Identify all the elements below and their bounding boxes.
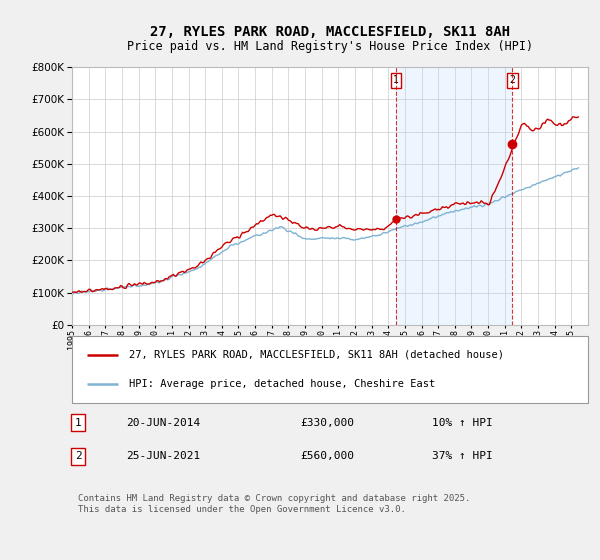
FancyBboxPatch shape [72, 336, 588, 403]
Text: 10% ↑ HPI: 10% ↑ HPI [432, 418, 493, 428]
Text: 2: 2 [74, 451, 82, 461]
Text: £560,000: £560,000 [300, 451, 354, 461]
Bar [396, 67, 512, 325]
Text: HPI: Average price, detached house, Cheshire East: HPI: Average price, detached house, Ches… [129, 379, 435, 389]
Text: 20-JUN-2014: 20-JUN-2014 [126, 418, 200, 428]
Text: 37% ↑ HPI: 37% ↑ HPI [432, 451, 493, 461]
Text: 25-JUN-2021: 25-JUN-2021 [126, 451, 200, 461]
Text: 27, RYLES PARK ROAD, MACCLESFIELD, SK11 8AH: 27, RYLES PARK ROAD, MACCLESFIELD, SK11 … [150, 25, 510, 39]
Text: 2: 2 [509, 75, 515, 85]
Text: 27, RYLES PARK ROAD, MACCLESFIELD, SK11 8AH (detached house): 27, RYLES PARK ROAD, MACCLESFIELD, SK11 … [129, 350, 504, 360]
Text: £330,000: £330,000 [300, 418, 354, 428]
Text: Contains HM Land Registry data © Crown copyright and database right 2025.
This d: Contains HM Land Registry data © Crown c… [78, 494, 470, 514]
Text: 1: 1 [74, 418, 82, 428]
Text: 1: 1 [393, 75, 399, 85]
Text: Price paid vs. HM Land Registry's House Price Index (HPI): Price paid vs. HM Land Registry's House … [127, 40, 533, 53]
